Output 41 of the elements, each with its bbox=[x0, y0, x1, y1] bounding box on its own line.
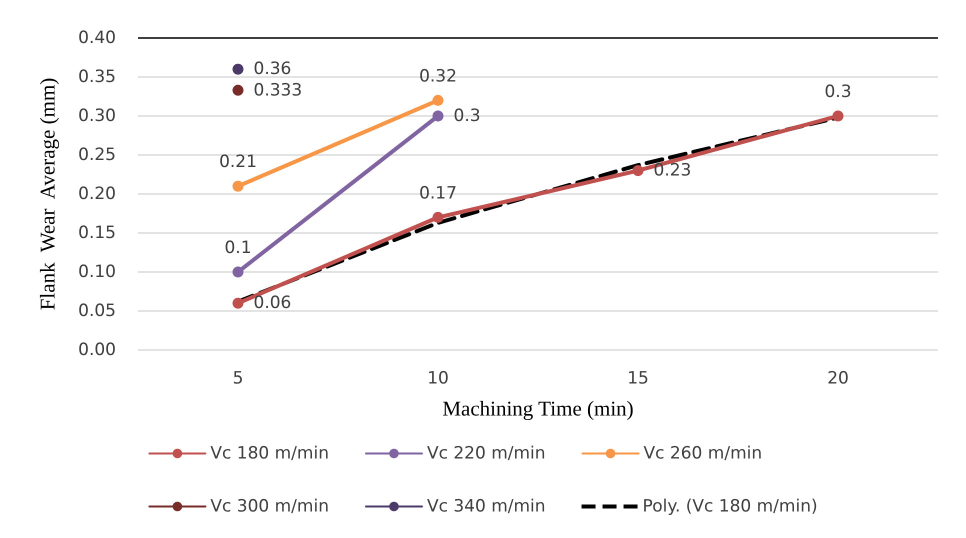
point bbox=[432, 212, 444, 223]
legend-label: Vc 220 m/min bbox=[426, 444, 546, 464]
data-label: 0.06 bbox=[254, 293, 292, 314]
point bbox=[832, 110, 844, 122]
point bbox=[232, 180, 244, 192]
x-tick-label: 5 bbox=[232, 368, 244, 388]
legend-label: Vc 300 m/min bbox=[210, 496, 329, 516]
y-tick-label: 0.40 bbox=[78, 28, 116, 48]
x-axis-title: Machining Time (min) bbox=[442, 396, 634, 420]
y-tick-label: 0.00 bbox=[78, 340, 116, 360]
point bbox=[232, 298, 244, 309]
data-label: 0.1 bbox=[224, 238, 252, 258]
x-tick-label: 10 bbox=[427, 368, 449, 388]
data-label: 0.32 bbox=[419, 66, 457, 86]
y-tick-label: 0.20 bbox=[78, 184, 116, 204]
data-label: 0.36 bbox=[254, 59, 292, 80]
legend-label: Poly. (Vc 180 m/min) bbox=[642, 496, 818, 516]
point bbox=[232, 266, 244, 278]
point bbox=[232, 64, 244, 75]
y-axis-title: Flank Wear Average (mm) bbox=[36, 78, 60, 310]
y-tick-label: 0.30 bbox=[78, 106, 116, 126]
y-tick-label: 0.05 bbox=[78, 301, 116, 321]
y-tick-label: 0.35 bbox=[78, 67, 116, 87]
data-label: 0.21 bbox=[219, 152, 257, 172]
data-label: 0.17 bbox=[419, 183, 457, 204]
data-label: 0.3 bbox=[454, 106, 481, 126]
x-tick-label: 20 bbox=[827, 368, 849, 388]
data-label: 0.3 bbox=[824, 82, 852, 102]
legend-label: Vc 260 m/min bbox=[644, 444, 762, 464]
legend-label: Vc 180 m/min bbox=[210, 444, 329, 464]
data-label: 0.23 bbox=[654, 160, 692, 181]
x-tick-label: 15 bbox=[627, 368, 649, 388]
point bbox=[432, 110, 444, 122]
y-tick-label: 0.15 bbox=[78, 223, 116, 243]
point bbox=[632, 165, 644, 176]
point bbox=[432, 94, 444, 106]
point bbox=[232, 84, 244, 96]
data-label: 0.333 bbox=[254, 80, 302, 100]
y-tick-label: 0.25 bbox=[78, 145, 116, 165]
y-tick-label: 0.10 bbox=[78, 262, 116, 282]
legend-label: Vc 340 m/min bbox=[426, 496, 546, 516]
